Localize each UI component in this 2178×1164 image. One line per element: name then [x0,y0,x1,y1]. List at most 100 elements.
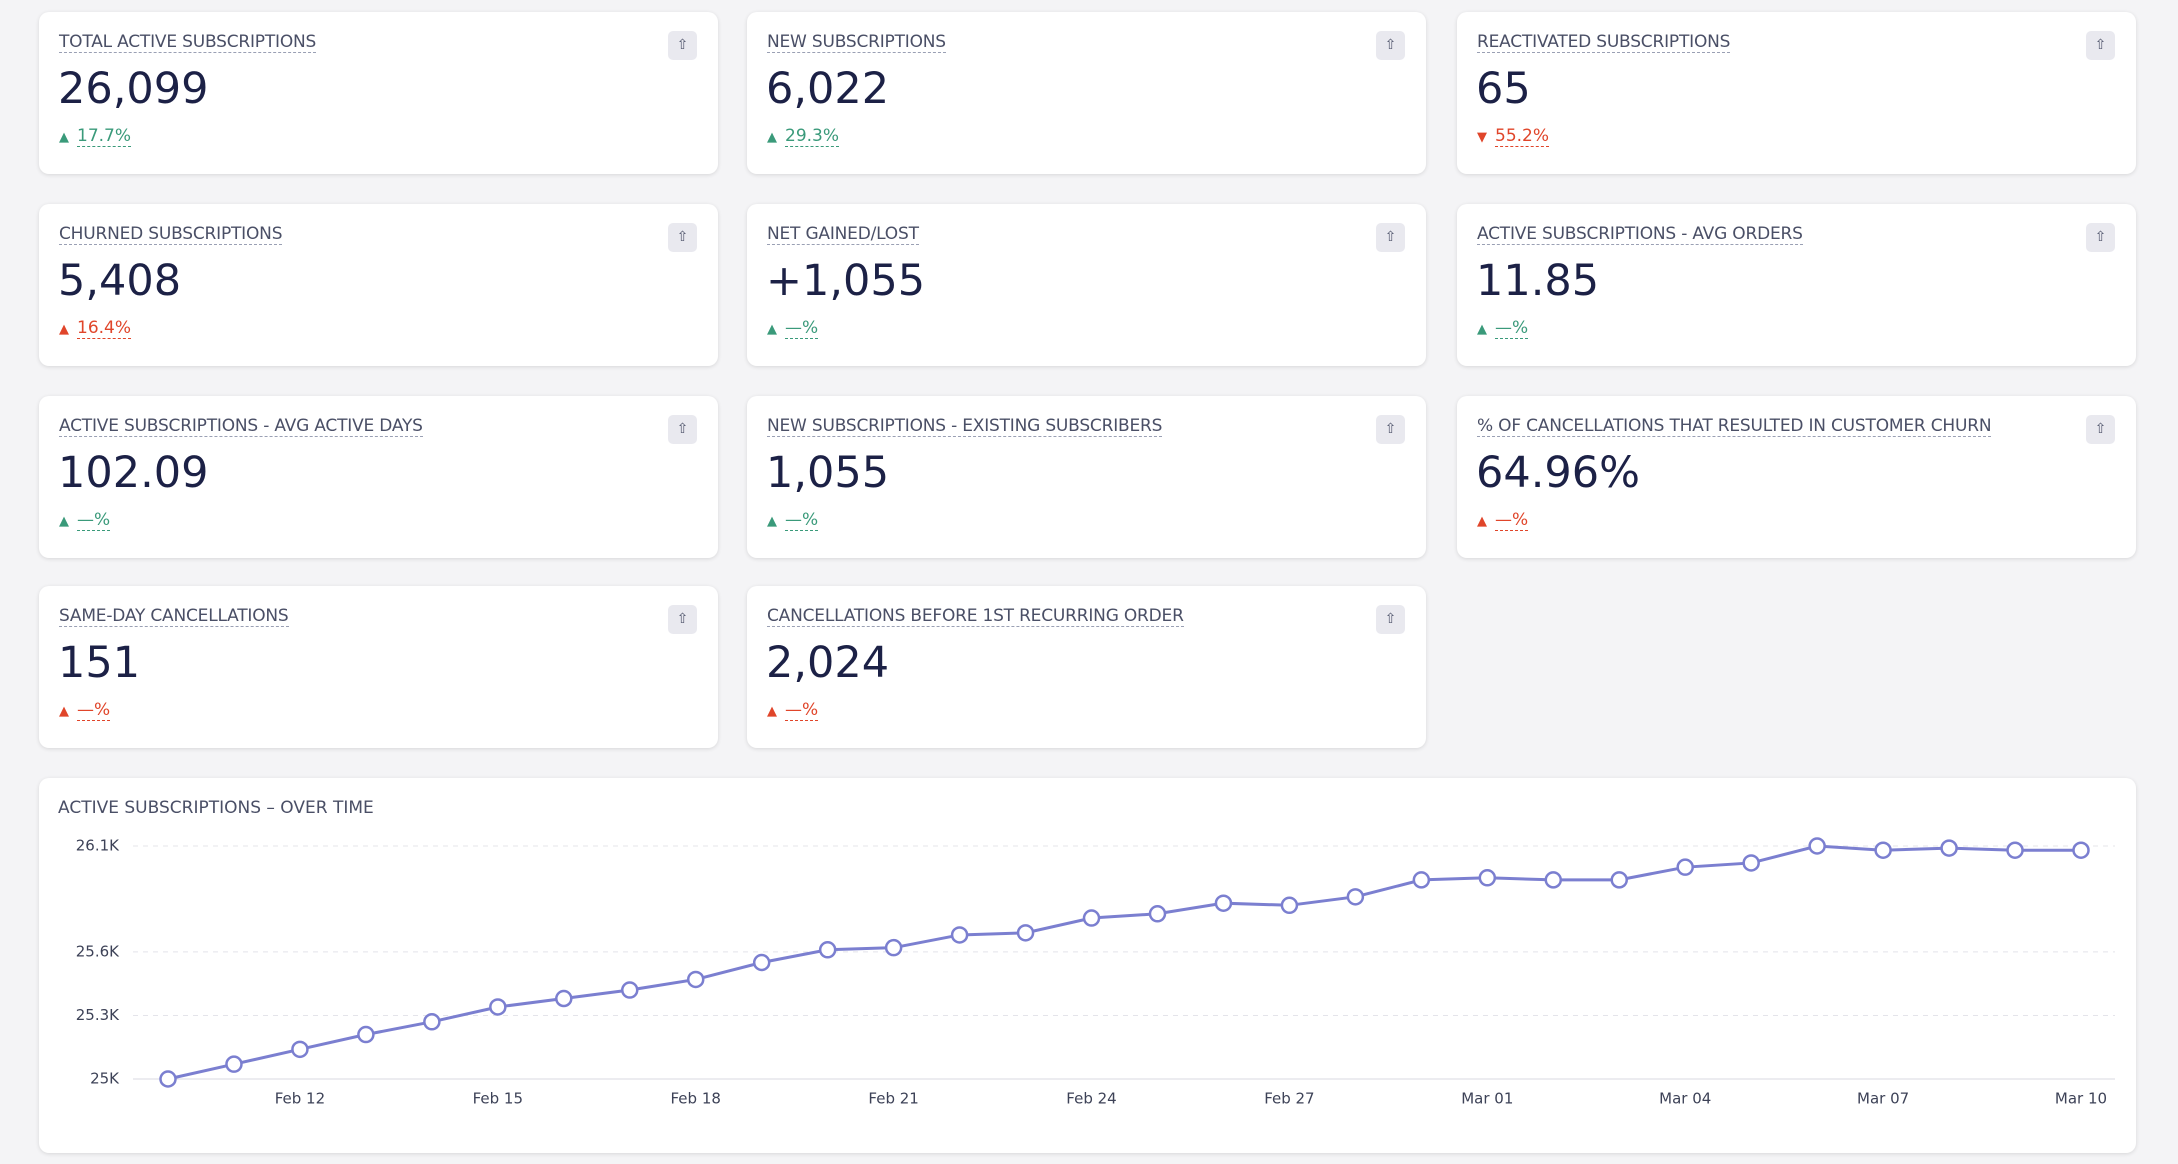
change-arrow: ▲ [59,704,69,719]
export-button[interactable]: ⇧ [1376,31,1405,60]
y-tick-label: 25.6K [76,942,120,960]
metric-title: CANCELLATIONS BEFORE 1ST RECURRING ORDER [767,606,1184,627]
metric-value: 26,099 [58,64,209,114]
metric-card: REACTIVATED SUBSCRIPTIONS ⇧ 65 ▼ 55.2% [1457,12,2136,174]
metric-value: 5,408 [58,256,182,306]
export-button[interactable]: ⇧ [1376,605,1405,634]
metric-title: CHURNED SUBSCRIPTIONS [59,224,283,245]
metric-title: SAME-DAY CANCELLATIONS [59,606,289,627]
y-tick-label: 25.3K [76,1006,120,1024]
export-button[interactable]: ⇧ [2086,223,2115,252]
change-arrow: ▲ [1477,514,1487,529]
point [1742,854,1760,872]
metric-value: 2,024 [766,638,890,688]
point [1610,871,1628,889]
export-button[interactable]: ⇧ [668,605,697,634]
x-tick-label: Mar 10 [2055,1090,2107,1108]
point [1148,905,1167,923]
metric-card: ACTIVE SUBSCRIPTIONS - AVG ORDERS ⇧ 11.85 ▲… [1457,204,2136,366]
point [357,1025,375,1044]
x-tick-label: Mar 04 [1659,1090,1711,1108]
metric-change: ▲ —% [767,318,819,339]
change-value: 16.4% [77,318,132,339]
change-value: —% [77,510,111,531]
change-arrow: ▼ [1477,130,1487,145]
change-value: —% [77,700,111,721]
change-value: 55.2% [1495,126,1550,147]
point [884,938,903,957]
export-button[interactable]: ⇧ [668,223,697,252]
change-arrow: ▲ [59,514,69,529]
export-button[interactable]: ⇧ [1376,415,1405,444]
export-button[interactable]: ⇧ [668,31,697,60]
x-tick-label: Feb 27 [1264,1090,1314,1108]
metric-change: ▲ 17.7% [59,126,132,147]
change-arrow: ▲ [59,322,69,337]
point [1940,839,1958,857]
point [423,1013,441,1031]
metric-title: NEW SUBSCRIPTIONS - EXISTING SUBSCRIBERS [767,416,1163,437]
export-button[interactable]: ⇧ [2086,31,2115,60]
metric-change: ▲ —% [767,510,819,531]
x-tick-label: Feb 18 [671,1090,721,1108]
point [1016,924,1035,942]
point [2006,841,2024,859]
metric-value: 65 [1476,64,1531,114]
y-tick-label: 25K [90,1070,120,1088]
metric-change: ▲ —% [1477,318,1529,339]
point [489,998,507,1016]
point [621,981,639,999]
change-arrow: ▲ [767,322,777,337]
point [1544,871,1563,889]
export-button[interactable]: ⇧ [668,415,697,444]
change-value: 29.3% [785,126,840,147]
metric-card: ACTIVE SUBSCRIPTIONS - AVG ACTIVE DAYS ⇧ 1… [39,396,718,558]
change-arrow: ▲ [1477,322,1487,337]
metric-card: CHURNED SUBSCRIPTIONS ⇧ 5,408 ▲ 16.4% [39,204,718,366]
x-tick-label: Feb 21 [868,1090,918,1108]
y-tick-label: 26.1K [76,837,120,855]
change-arrow: ▲ [767,130,777,145]
metric-value: 64.96% [1476,448,1640,498]
change-value: —% [785,318,819,339]
point [818,941,837,959]
metric-value: 151 [58,638,141,688]
metric-card: NET GAINED/LOST ⇧ +1,055 ▲ —% [747,204,1426,366]
x-tick-label: Feb 24 [1066,1090,1116,1108]
metric-title: ACTIVE SUBSCRIPTIONS - AVG ORDERS [1477,224,1803,245]
point [1082,909,1101,927]
metric-change: ▼ 55.2% [1477,126,1550,147]
metric-title: NET GAINED/LOST [767,224,919,245]
metric-title: % OF CANCELLATIONS THAT RESULTED IN CUST… [1477,416,1992,437]
point [225,1055,243,1073]
change-arrow: ▲ [767,704,777,719]
metric-card: NEW SUBSCRIPTIONS ⇧ 6,022 ▲ 29.3% [747,12,1426,174]
point [1214,894,1233,912]
metric-card: NEW SUBSCRIPTIONS - EXISTING SUBSCRIBERS… [747,396,1426,558]
metric-title: ACTIVE SUBSCRIPTIONS - AVG ACTIVE DAYS [59,416,423,437]
metric-card: SAME-DAY CANCELLATIONS ⇧ 151 ▲ —% [39,586,718,748]
metric-change: ▲ —% [59,510,111,531]
metric-value: 6,022 [766,64,890,114]
change-value: 17.7% [77,126,132,147]
point [1676,858,1694,876]
point [2072,841,2090,859]
export-button[interactable]: ⇧ [1376,223,1405,252]
point [752,953,771,972]
change-value: —% [1495,318,1529,339]
metric-change: ▲ 29.3% [767,126,840,147]
metric-title: TOTAL ACTIVE SUBSCRIPTIONS [59,32,317,53]
metric-value: 11.85 [1476,256,1600,306]
change-arrow: ▲ [59,130,69,145]
point [950,926,969,944]
change-value: —% [785,700,819,721]
point [1280,896,1299,915]
metric-value: 102.09 [58,448,209,498]
change-value: —% [1495,510,1529,531]
export-button[interactable]: ⇧ [2086,415,2115,444]
change-arrow: ▲ [767,514,777,529]
point [1412,871,1431,889]
x-tick-label: Feb 12 [275,1090,325,1108]
